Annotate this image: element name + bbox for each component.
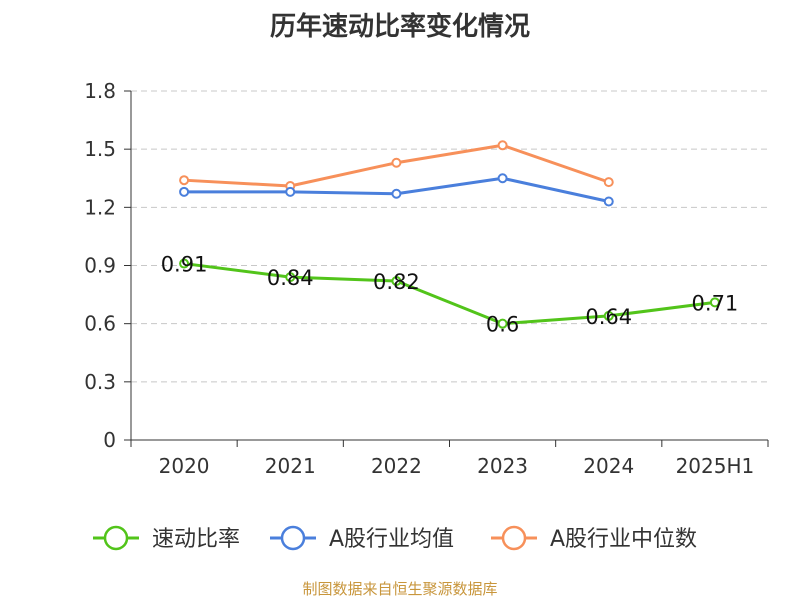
data-point <box>179 186 190 197</box>
legend-marker-2 <box>501 525 527 551</box>
grid-lines <box>131 90 768 383</box>
y-tick-label: 0.6 <box>84 312 116 336</box>
x-tick-label: 2023 <box>477 454 528 478</box>
source-note: 制图数据来自恒生聚源数据库 <box>302 580 498 598</box>
series-lines <box>179 140 720 329</box>
data-label: 0.91 <box>161 253 208 277</box>
x-tick-label: 2021 <box>265 454 316 478</box>
chart-title: 历年速动比率变化情况 <box>269 12 530 42</box>
x-tick-label: 2020 <box>159 454 210 478</box>
data-label: 0.64 <box>585 305 632 329</box>
data-point <box>603 310 614 321</box>
data-labels: 0.91 0.84 0.82 0.6 0.64 0.71 <box>161 253 739 337</box>
legend-label: A股行业中位数 <box>550 527 697 552</box>
series-line-0 <box>183 262 716 326</box>
data-label: 0.6 <box>486 313 519 337</box>
legend-marker-0 <box>103 525 129 551</box>
data-point <box>603 177 614 188</box>
data-point <box>497 173 508 184</box>
axes: 0 0.3 0.6 0.9 1.2 1.5 1.8 2020 2021 2022 2023 2024 2… <box>84 79 769 478</box>
x-tick-label: 2025H1 <box>676 454 755 478</box>
data-point <box>603 196 614 207</box>
data-point <box>391 157 402 168</box>
y-tick-label: 0.9 <box>84 254 116 278</box>
y-tick-label: 0.3 <box>84 370 116 394</box>
data-label: 0.71 <box>692 291 739 315</box>
x-tick-label: 2024 <box>583 454 634 478</box>
data-point <box>179 175 190 186</box>
data-point <box>391 188 402 199</box>
y-tick-label: 1.2 <box>84 195 116 219</box>
legend-marker-1 <box>280 525 306 551</box>
data-label: 0.82 <box>373 270 420 294</box>
data-point <box>285 186 296 197</box>
y-tick-label: 1.8 <box>84 79 116 103</box>
x-tick-label: 2022 <box>371 454 422 478</box>
legend-label: 速动比率 <box>152 527 240 552</box>
legend-label: A股行业均值 <box>329 527 454 552</box>
data-point <box>285 272 296 283</box>
y-tick-label: 0 <box>103 428 116 452</box>
data-point <box>497 140 508 151</box>
data-point <box>391 276 402 287</box>
legend: 速动比率 A股行业均值 A股行业中位数 <box>93 525 697 552</box>
data-label: 0.84 <box>267 266 314 290</box>
y-tick-label: 1.5 <box>84 137 116 161</box>
data-point <box>497 318 508 329</box>
data-point <box>709 297 720 308</box>
data-point <box>179 258 190 269</box>
